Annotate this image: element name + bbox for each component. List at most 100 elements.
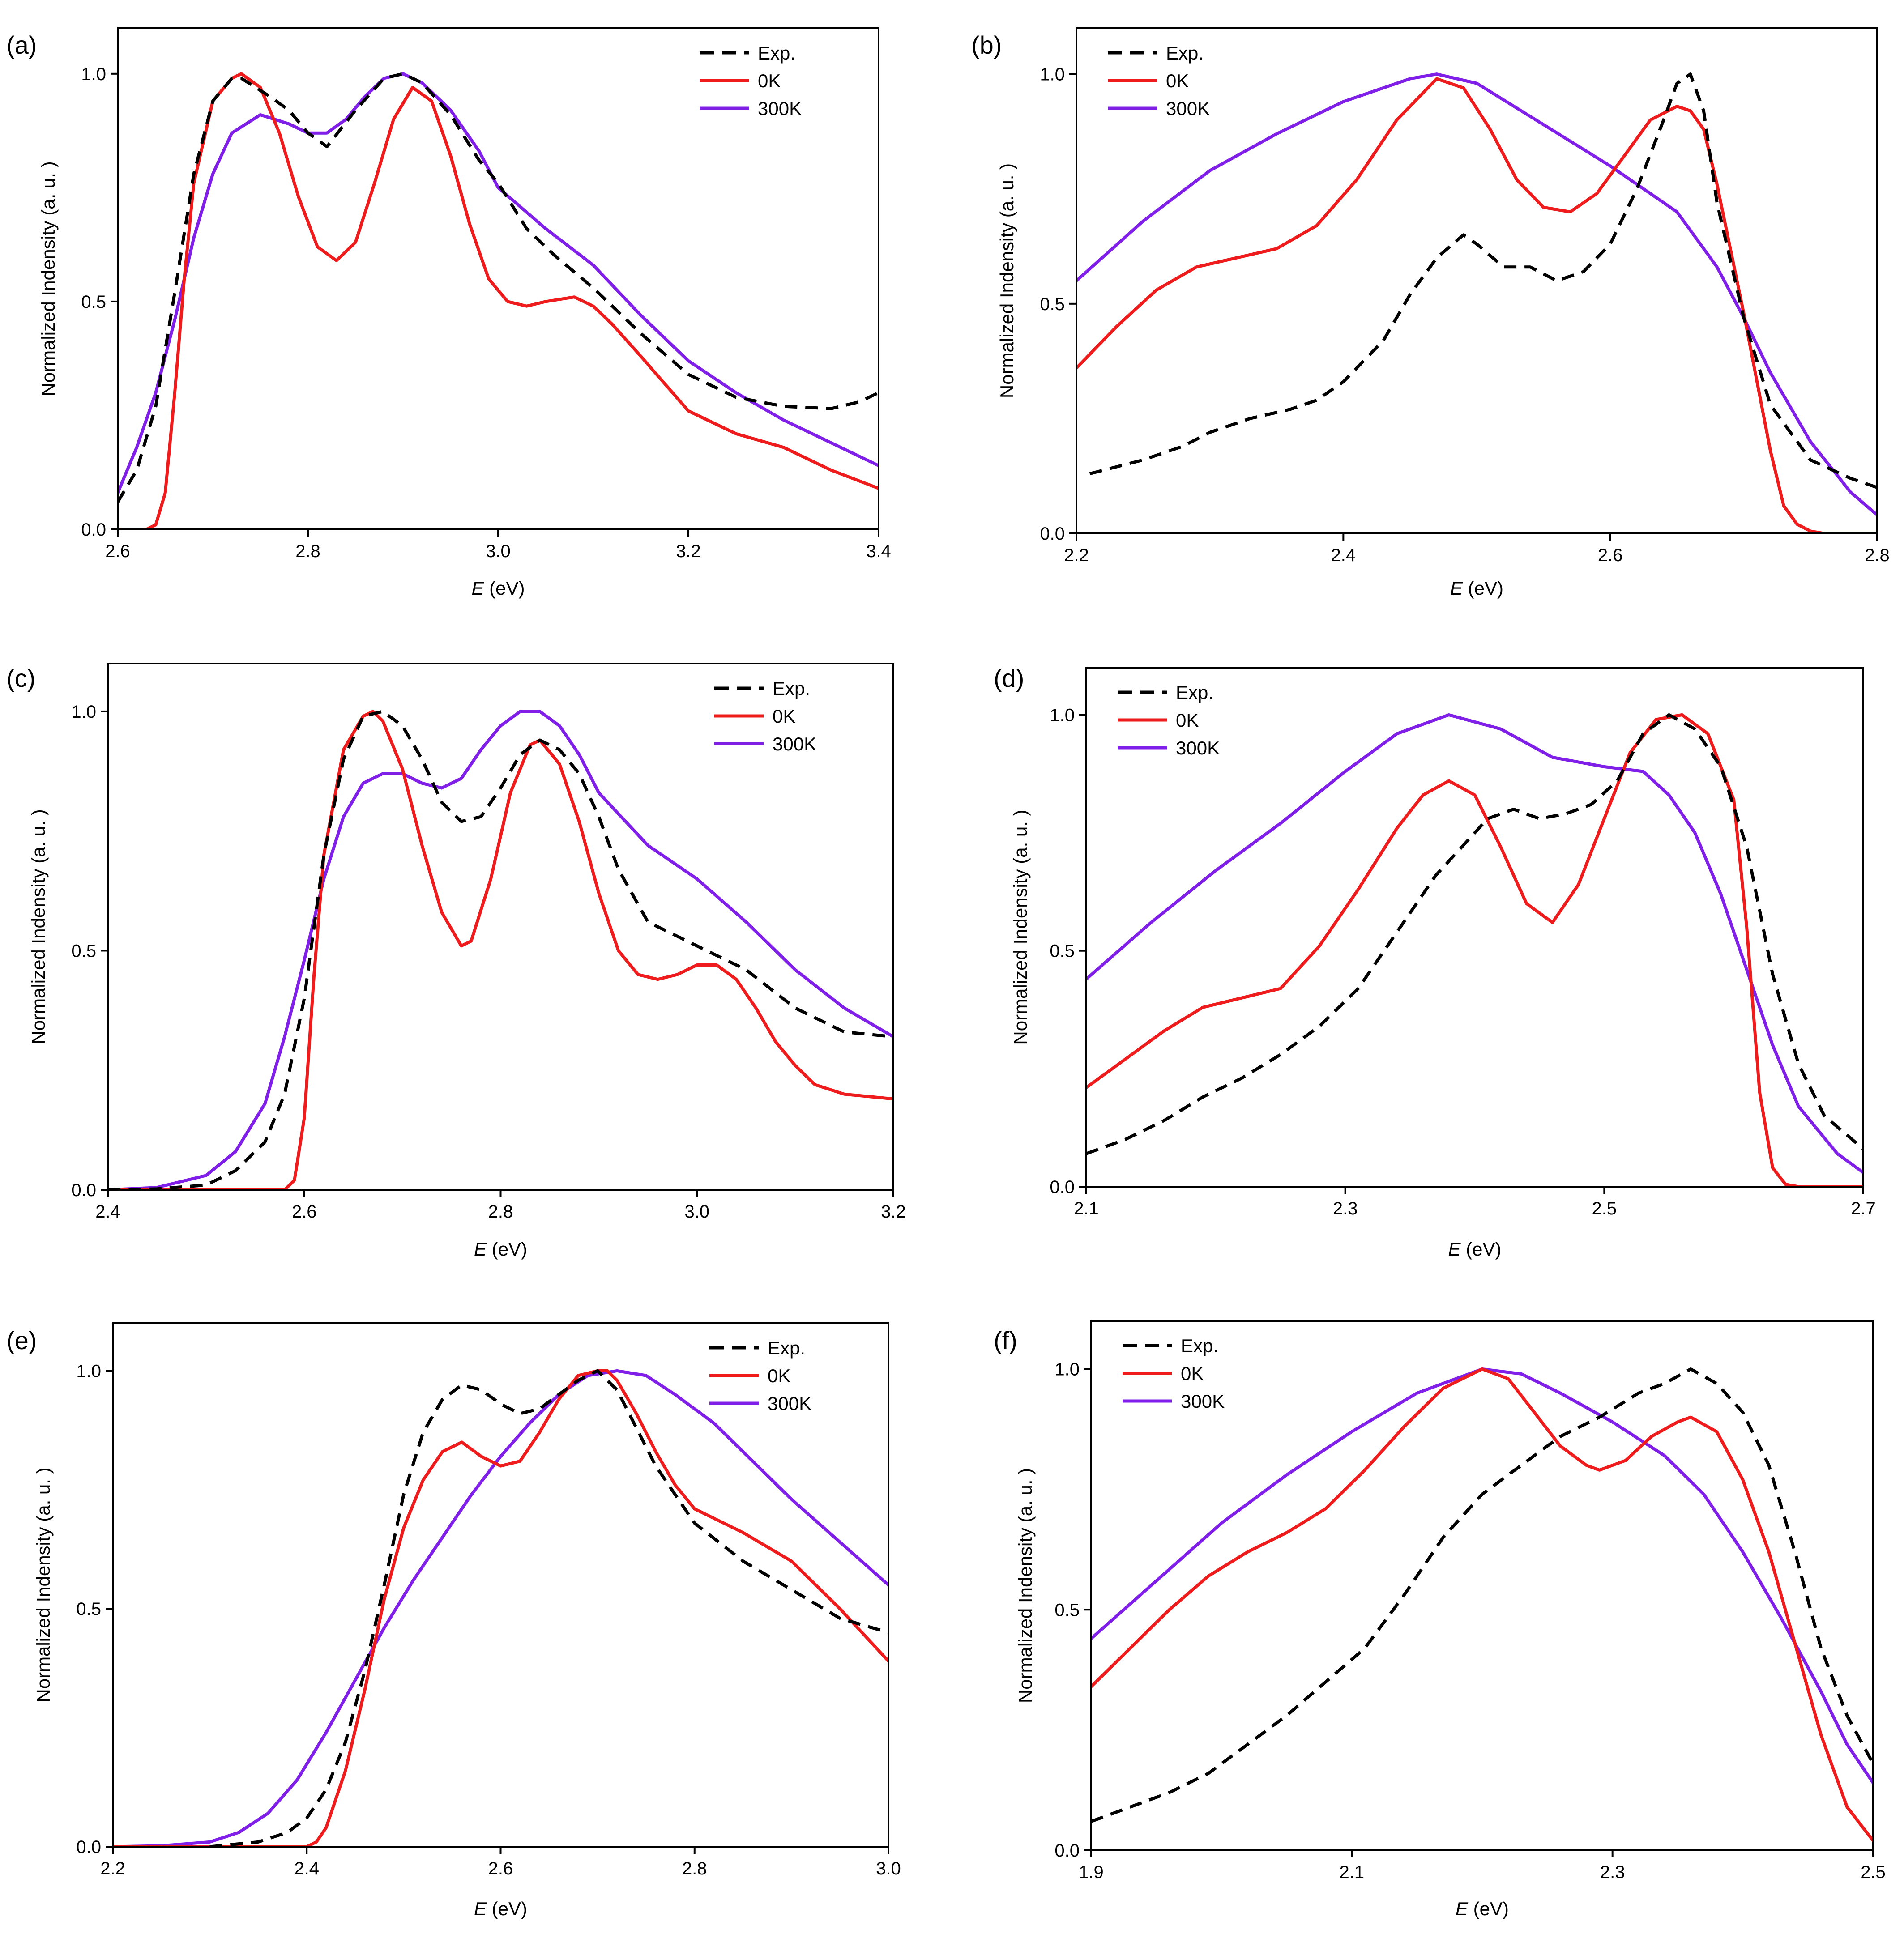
- series-line-300k: [113, 1369, 888, 1847]
- series-line-exp: [1091, 1367, 1873, 1823]
- plot-frame: [1076, 27, 1878, 534]
- legend-label: 300K: [1181, 1391, 1225, 1412]
- panel-d: (d) 2.1 2.3 2.5 2.7 0.0 0.5 1.0 E (eV) Normalized…: [994, 664, 1876, 1260]
- x-tick-label: 2.8: [488, 1202, 513, 1222]
- panel-b: (b) 2.2 2.4 2.6 2.8 0.0 0.5 1.0 E (eV) Normalized…: [971, 27, 1890, 599]
- x-tick-label: 2.1: [1074, 1199, 1099, 1218]
- legend: Exp. 0K 300K: [700, 43, 802, 119]
- legend-label: 300K: [1166, 98, 1210, 119]
- legend-item: Exp.: [1123, 1335, 1218, 1356]
- y-tick-label: 0.0: [1054, 1841, 1080, 1861]
- x-tick-label: 2.6: [1598, 545, 1623, 565]
- legend-item: 0K: [1118, 710, 1199, 731]
- legend-label: 0K: [773, 706, 795, 727]
- legend-item: Exp.: [1118, 682, 1213, 703]
- y-axis-title: Normalized Indensity (a. u. ): [33, 1467, 54, 1702]
- x-tick-label: 1.9: [1079, 1862, 1104, 1882]
- legend-item: 0K: [709, 1365, 790, 1386]
- series-line-exp: [108, 710, 893, 1190]
- legend-item: Exp.: [1108, 43, 1204, 64]
- y-tick-label: 0.5: [81, 292, 106, 312]
- legend-label: Exp.: [758, 43, 795, 64]
- series-line-0k: [1091, 1367, 1873, 1842]
- series-line-300k: [108, 710, 893, 1190]
- y-tick-label: 0.5: [1050, 941, 1075, 961]
- y-tick-label: 1.0: [1050, 705, 1075, 725]
- x-tick-label: 3.0: [684, 1202, 709, 1222]
- legend-item: 300K: [700, 98, 802, 119]
- y-tick-label: 0.0: [71, 1180, 96, 1200]
- x-axis-unit: (eV): [1461, 1239, 1502, 1260]
- legend-item: 0K: [1123, 1363, 1204, 1384]
- x-tick-label: 3.2: [881, 1202, 906, 1222]
- x-tick-label: 2.2: [1064, 545, 1089, 565]
- y-tick-label: 1.0: [81, 64, 106, 84]
- x-tick-label: 2.8: [295, 541, 320, 561]
- y-tick-label: 0.0: [1040, 524, 1065, 544]
- x-axis-symbol: E: [1448, 1239, 1461, 1260]
- panel-c: (c) 2.4 2.6 2.8 3.0 3.2 0.0 0.5 1.0 E (eV) Normali…: [6, 663, 906, 1260]
- x-axis-symbol: E: [471, 578, 484, 599]
- legend-item: 300K: [1108, 98, 1210, 119]
- plot-area: [1091, 1367, 1873, 1842]
- x-axis-symbol: E: [1450, 578, 1463, 599]
- x-tick-label: 3.2: [676, 541, 701, 561]
- legend-label: 0K: [1176, 710, 1199, 731]
- plot-area: [1076, 72, 1877, 533]
- legend: Exp. 0K 300K: [714, 678, 816, 754]
- x-tick-label: 2.8: [682, 1859, 707, 1878]
- series-line-300k: [1086, 713, 1863, 1174]
- x-tick-label: 3.0: [876, 1859, 901, 1878]
- legend-label: Exp.: [773, 678, 810, 699]
- x-tick-label: 2.4: [95, 1202, 120, 1222]
- x-tick-label: 2.6: [105, 541, 130, 561]
- x-axis-title: E (eV): [1448, 1239, 1501, 1260]
- series-line-0k: [1076, 77, 1877, 533]
- panel-letter: (a): [6, 31, 37, 59]
- x-axis-unit: (eV): [487, 1898, 527, 1919]
- panel-e: (e) 2.2 2.4 2.6 2.8 3.0 0.0 0.5 1.0 E (eV) Normali…: [6, 1322, 901, 1919]
- x-axis-symbol: E: [474, 1239, 487, 1260]
- x-tick-label: 2.7: [1851, 1199, 1876, 1218]
- x-tick-label: 2.4: [294, 1859, 319, 1878]
- plot-area: [113, 1369, 888, 1847]
- x-axis-title: E (eV): [474, 1239, 527, 1260]
- series-line-300k: [118, 72, 879, 494]
- x-tick-label: 2.8: [1865, 545, 1890, 565]
- plot-frame: [1085, 667, 1864, 1188]
- x-axis-unit: (eV): [484, 578, 525, 599]
- x-tick-label: 2.6: [488, 1859, 513, 1878]
- x-tick-label: 2.3: [1600, 1862, 1625, 1882]
- y-tick-label: 0.5: [1040, 294, 1065, 314]
- legend-item: 0K: [714, 706, 795, 727]
- panel-letter: (f): [994, 1326, 1017, 1354]
- legend-label: 0K: [758, 70, 781, 91]
- panel-a: (a) 2.6 2.8 3.0 3.2 3.4 0.0 0.5 1.0 E (eV) Normali…: [6, 27, 891, 599]
- x-tick-label: 2.3: [1333, 1199, 1358, 1218]
- x-tick-label: 2.6: [292, 1202, 317, 1222]
- plot-area: [1086, 713, 1863, 1187]
- panel-letter: (e): [6, 1326, 37, 1354]
- panel-f: (f) 1.9 2.1 2.3 2.5 0.0 0.5 1.0 E (eV) Normalized…: [994, 1320, 1886, 1919]
- plot-area: [108, 710, 893, 1190]
- y-axis-title: Normalized Indensity (a. u. ): [38, 161, 59, 396]
- plot-area: [118, 72, 879, 529]
- series-line-0k: [1086, 713, 1863, 1187]
- series-line-300k: [1076, 72, 1877, 517]
- y-tick-label: 0.5: [76, 1599, 101, 1619]
- y-tick-label: 0.5: [1054, 1600, 1080, 1620]
- legend-item: 300K: [1118, 737, 1220, 758]
- x-axis-title: E (eV): [1456, 1898, 1509, 1919]
- y-tick-label: 1.0: [1040, 65, 1065, 85]
- legend-item: 300K: [714, 733, 816, 754]
- legend-item: 300K: [709, 1393, 811, 1414]
- y-tick-label: 1.0: [76, 1361, 101, 1381]
- legend-label: Exp.: [1176, 682, 1213, 703]
- legend-label: 0K: [768, 1365, 790, 1386]
- x-tick-label: 3.4: [866, 541, 891, 561]
- plot-frame: [1090, 1320, 1874, 1851]
- y-axis-title: Normalized Indensity (a. u. ): [1010, 809, 1031, 1044]
- panel-letter: (d): [994, 664, 1024, 692]
